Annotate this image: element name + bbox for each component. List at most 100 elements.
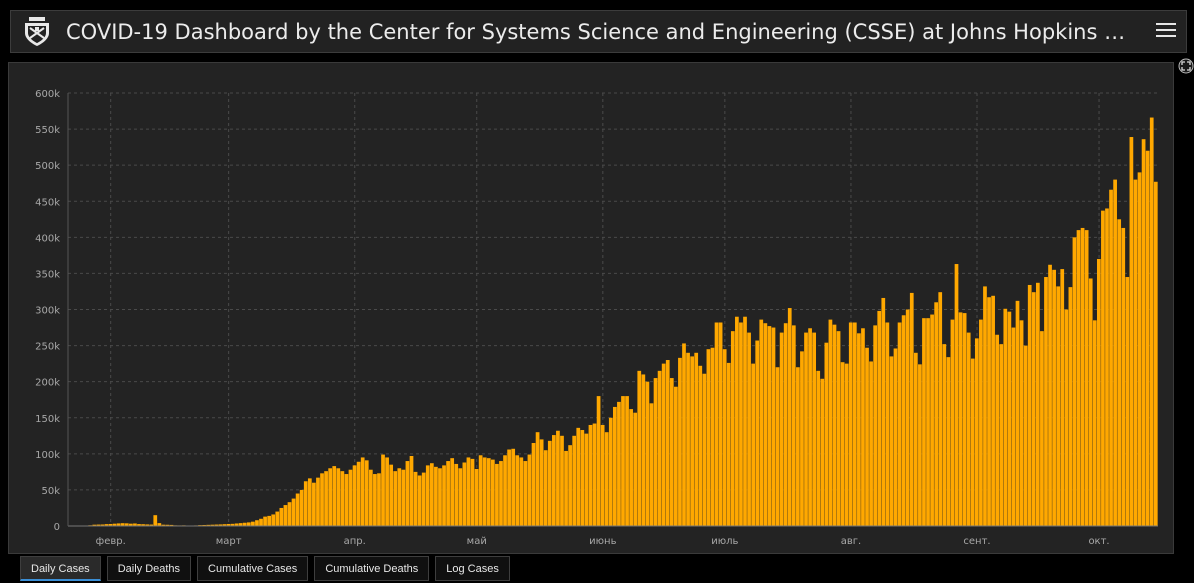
y-tick-label: 250k: [35, 342, 60, 353]
y-tick-label: 500k: [35, 161, 60, 172]
bar: [816, 370, 821, 526]
dashboard-header: COVID-19 Dashboard by the Center for Sys…: [10, 10, 1187, 53]
bar: [783, 323, 788, 526]
expand-icon[interactable]: [1178, 58, 1194, 74]
bar: [486, 458, 491, 526]
bar: [551, 435, 556, 526]
bar: [373, 474, 377, 526]
bar: [316, 477, 320, 526]
tab-daily-deaths[interactable]: Daily Deaths: [106, 556, 192, 581]
y-tick-label: 550k: [35, 125, 60, 136]
y-tick-label: 300k: [35, 306, 60, 317]
bar: [1064, 309, 1069, 526]
y-tick-label: 350k: [35, 269, 60, 280]
bar: [857, 333, 861, 526]
bar: [157, 523, 162, 526]
bar: [458, 468, 463, 526]
x-tick-label: май: [467, 536, 487, 547]
bar: [429, 463, 434, 526]
bar: [214, 524, 219, 526]
bar: [653, 378, 658, 526]
bar: [495, 463, 499, 526]
bar: [861, 328, 865, 526]
bar: [1153, 181, 1158, 526]
bar: [442, 465, 446, 526]
bar: [812, 332, 817, 526]
x-tick-label: окт.: [1088, 536, 1109, 547]
bar: [755, 340, 760, 526]
bar: [564, 450, 568, 526]
bar: [979, 319, 983, 526]
y-tick-label: 0: [54, 522, 60, 533]
bar: [307, 478, 312, 526]
bar: [1052, 269, 1056, 526]
bar: [836, 331, 841, 526]
bar: [913, 352, 918, 526]
bar: [922, 318, 926, 526]
bar: [796, 367, 800, 526]
tab-daily-cases[interactable]: Daily Cases: [20, 556, 101, 581]
bar: [1060, 269, 1065, 526]
bar: [470, 458, 475, 526]
bar: [454, 463, 459, 526]
bar: [804, 332, 808, 526]
bar: [966, 332, 971, 526]
bar: [1076, 230, 1081, 526]
bar: [519, 457, 524, 526]
bar: [958, 312, 963, 526]
bar: [690, 356, 694, 526]
bar: [312, 482, 316, 526]
bar: [954, 264, 959, 526]
bar: [1121, 227, 1126, 526]
bar: [1048, 264, 1052, 526]
bar: [698, 365, 703, 526]
bar: [588, 424, 593, 526]
x-tick-label: март: [216, 536, 242, 547]
bar: [161, 524, 166, 526]
bar: [633, 412, 638, 526]
bar: [584, 433, 589, 526]
bar: [1125, 277, 1130, 526]
bar: [897, 322, 902, 526]
tab-cumulative-cases[interactable]: Cumulative Cases: [197, 556, 309, 581]
tab-log-cases[interactable]: Log Cases: [435, 556, 510, 581]
bar: [1044, 277, 1048, 526]
bar: [141, 524, 145, 526]
bar: [1019, 320, 1024, 526]
bar: [96, 524, 101, 526]
bar: [1003, 308, 1008, 526]
bar: [617, 401, 621, 526]
bar: [515, 455, 520, 526]
chart-panel: 0 50k 100k 150k 200k 250k 300k 350k 400k 450k 500k…: [8, 62, 1174, 554]
bar: [397, 468, 402, 526]
bar: [234, 523, 239, 526]
bar: [938, 292, 943, 526]
tab-cumulative-deaths[interactable]: Cumulative Deaths: [314, 556, 430, 581]
bar: [133, 523, 137, 526]
bar: [592, 423, 597, 526]
bar: [1096, 258, 1101, 526]
bar: [918, 364, 922, 526]
bar: [604, 432, 609, 526]
bar: [547, 440, 552, 526]
bar: [450, 458, 455, 526]
bar: [100, 524, 105, 526]
bar: [124, 523, 129, 526]
bar: [556, 430, 560, 526]
daily-cases-chart: 0 50k 100k 150k 200k 250k 300k 350k 400k 450k 500k…: [35, 89, 1158, 547]
bar: [934, 302, 939, 526]
bar: [694, 352, 699, 526]
bar: [137, 524, 141, 526]
bar: [283, 505, 288, 526]
hamburger-menu-icon[interactable]: [1154, 20, 1178, 44]
bar: [421, 472, 426, 526]
bar: [706, 349, 711, 526]
bar: [674, 386, 678, 526]
bar: [527, 454, 532, 526]
bar: [417, 475, 422, 526]
bar: [649, 403, 654, 526]
bar: [665, 360, 670, 526]
bar: [1113, 179, 1117, 526]
bar: [596, 396, 601, 526]
bar: [926, 318, 930, 526]
